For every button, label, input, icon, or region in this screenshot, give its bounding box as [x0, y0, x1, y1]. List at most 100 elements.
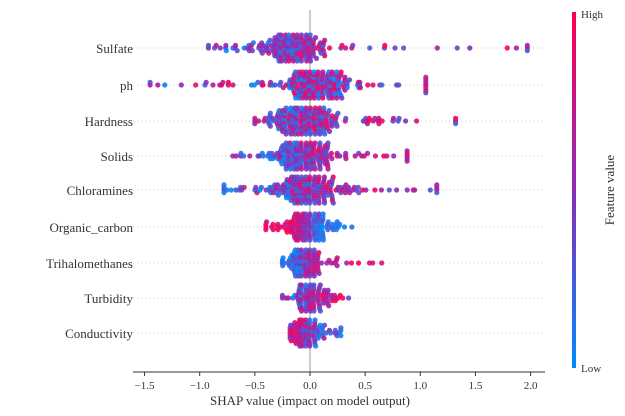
shap-point — [162, 82, 168, 88]
shap-point — [332, 292, 338, 298]
shap-point — [325, 166, 331, 172]
shap-point — [343, 45, 349, 51]
shap-point — [315, 335, 321, 341]
shap-point — [307, 95, 313, 101]
shap-point — [272, 82, 278, 88]
shap-point — [311, 282, 317, 288]
shap-point — [263, 227, 269, 233]
shap-point — [313, 343, 319, 349]
shap-point — [355, 260, 362, 266]
shap-point — [307, 237, 313, 243]
shap-point — [316, 250, 322, 256]
shap-point — [251, 82, 257, 88]
shap-point — [404, 148, 410, 154]
shap-point — [321, 174, 327, 180]
shap-point — [339, 95, 345, 101]
shap-point — [340, 295, 346, 301]
shap-point — [382, 42, 388, 49]
shap-point — [357, 79, 363, 85]
shap-point — [346, 184, 352, 190]
shap-point — [278, 79, 284, 85]
shap-point — [253, 184, 259, 190]
shap-point — [379, 118, 385, 124]
feature-label: Trihalomethanes — [46, 256, 133, 271]
shap-point — [338, 325, 344, 331]
shap-point — [224, 187, 230, 193]
shap-point — [312, 317, 318, 323]
x-tick-label: 0.5 — [358, 380, 372, 392]
shap-point — [404, 187, 410, 193]
shap-point — [326, 108, 332, 114]
shap-point — [290, 58, 296, 64]
shap-point — [317, 140, 323, 146]
shap-point — [316, 270, 322, 276]
shap-point — [282, 260, 288, 266]
shap-point — [332, 327, 338, 333]
shap-point — [350, 42, 356, 49]
shap-point — [252, 115, 258, 121]
shap-point — [298, 166, 304, 172]
shap-point — [223, 48, 229, 54]
shap-point — [316, 200, 322, 206]
shap-point — [434, 190, 440, 196]
shap-point — [299, 317, 305, 323]
shap-point — [337, 153, 343, 159]
shap-point — [312, 140, 318, 146]
shap-point — [258, 184, 264, 190]
shap-point — [267, 37, 273, 43]
shap-point — [454, 45, 460, 51]
shap-point — [278, 58, 284, 64]
shap-point — [205, 42, 212, 49]
feature-label: Chloramines — [67, 183, 133, 198]
shap-point — [427, 187, 433, 193]
shap-point — [341, 224, 348, 230]
shap-point — [267, 110, 273, 116]
shap-point — [255, 118, 262, 124]
shap-point — [338, 69, 344, 75]
shap-point — [372, 187, 378, 193]
shap-point — [249, 48, 255, 54]
shap-point — [434, 45, 440, 51]
shap-point — [357, 85, 363, 91]
shap-point — [307, 174, 313, 180]
shap-point — [321, 335, 327, 341]
shap-point — [334, 69, 340, 75]
x-tick-label: 1.0 — [413, 380, 427, 392]
shap-point — [307, 273, 313, 279]
shap-point — [379, 260, 385, 266]
shap-point — [365, 82, 371, 88]
shap-point — [203, 79, 209, 85]
shap-point — [317, 166, 323, 172]
x-tick-label: −0.5 — [245, 380, 265, 392]
shap-point — [320, 95, 326, 101]
x-axis-label: SHAP value (impact on model output) — [210, 393, 410, 408]
shap-point — [453, 115, 459, 121]
shap-point — [307, 69, 313, 75]
shap-point — [252, 121, 258, 127]
shap-point — [386, 187, 392, 193]
shap-point — [349, 224, 355, 230]
shap-point — [279, 292, 285, 298]
shap-point — [317, 105, 323, 111]
shap-point — [303, 282, 309, 288]
shap-point — [302, 237, 308, 243]
shap-point — [329, 123, 335, 129]
shap-point — [307, 32, 313, 38]
shap-point — [321, 105, 327, 111]
shap-point — [313, 35, 319, 41]
x-tick-label: −1.5 — [135, 380, 155, 392]
shap-point — [346, 295, 352, 301]
shap-point — [286, 32, 292, 38]
shap-point — [298, 174, 304, 180]
shap-point — [303, 140, 309, 146]
shap-point — [328, 150, 334, 156]
shap-point — [337, 221, 343, 227]
feature-label: Conductivity — [65, 326, 133, 341]
shap-point — [298, 282, 304, 288]
shap-point — [524, 42, 530, 49]
shap-point — [299, 131, 305, 137]
shap-point — [303, 174, 309, 180]
shap-point — [298, 32, 304, 38]
shap-point — [217, 45, 223, 51]
shap-point — [266, 50, 272, 56]
